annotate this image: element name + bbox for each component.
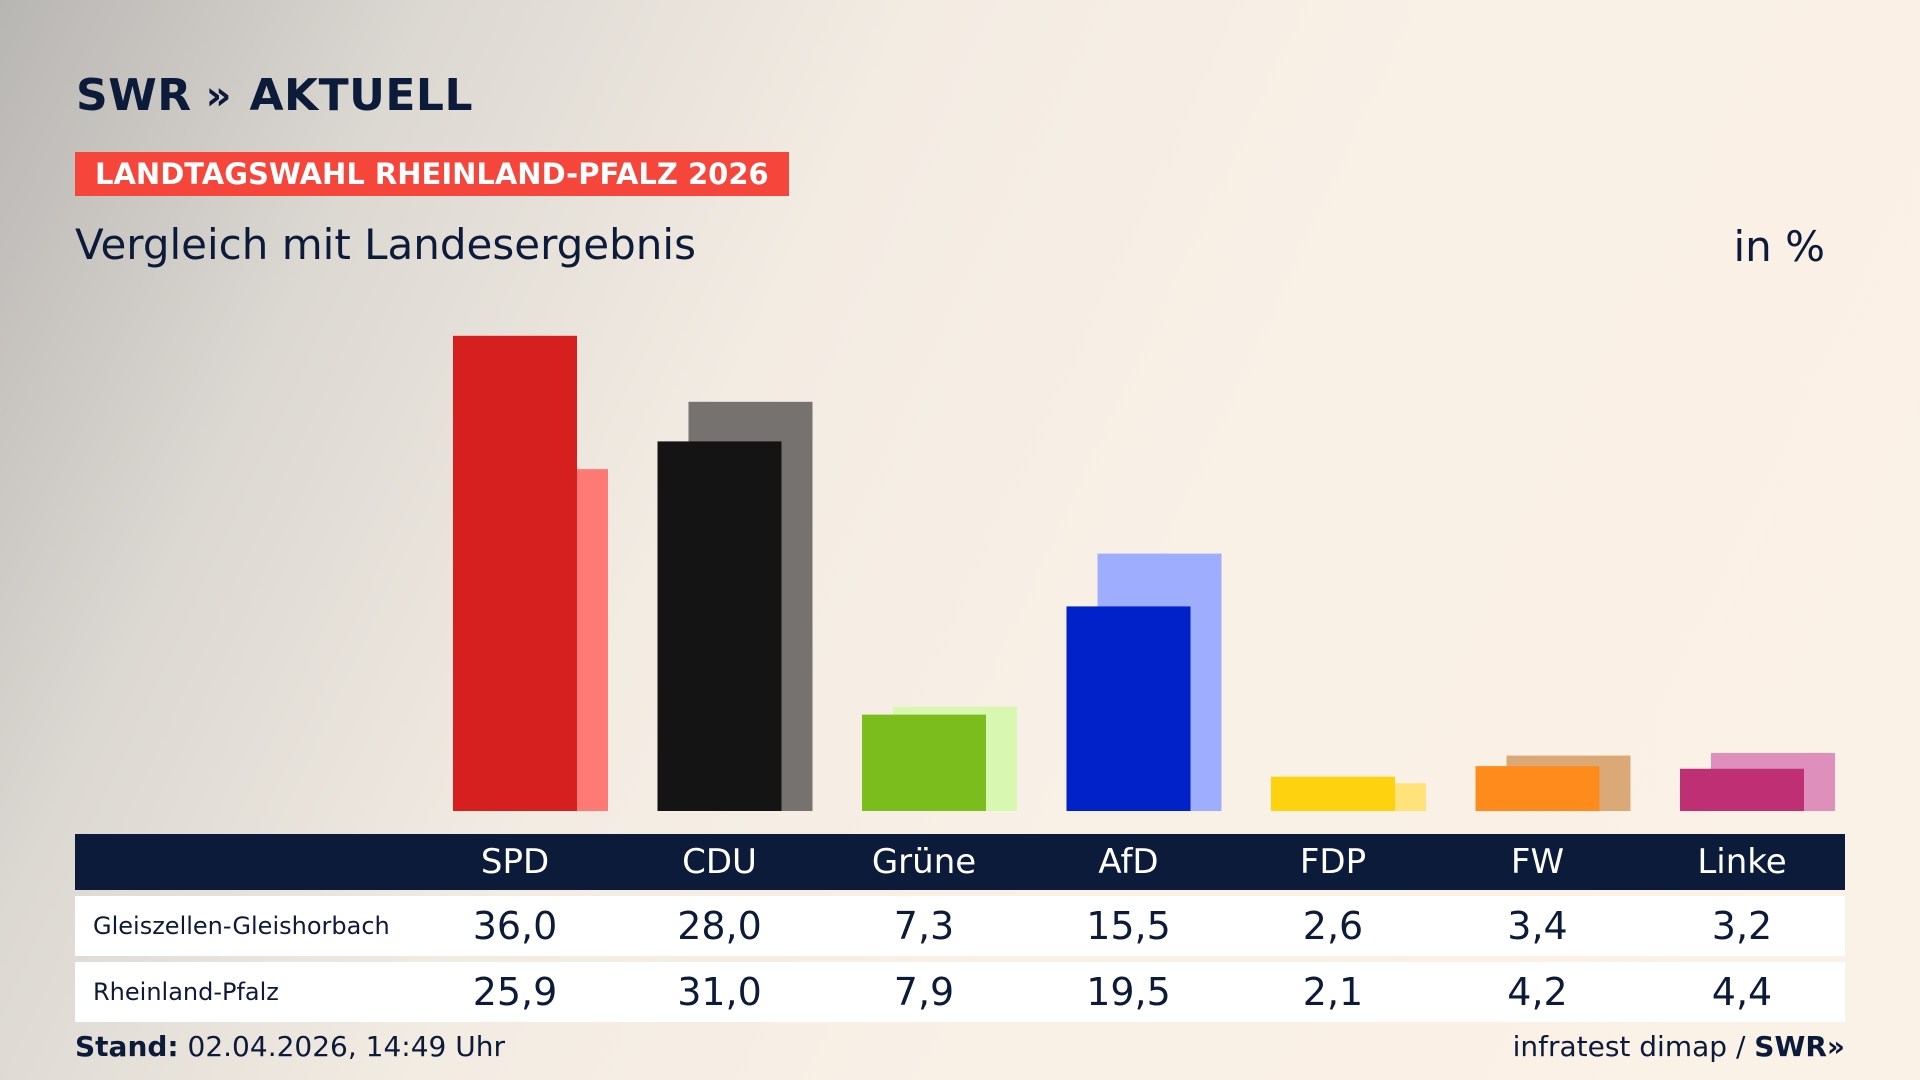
value-local-linke: 3,2	[1711, 904, 1773, 948]
value-local-cdu: 28,0	[677, 904, 762, 948]
source-brand-logo: SWR»	[1754, 1030, 1845, 1063]
value-state-grüne: 7,9	[893, 970, 955, 1014]
value-state-afd: 19,5	[1086, 970, 1171, 1014]
stand-label: Stand:	[75, 1030, 179, 1063]
bar-chart	[453, 335, 1835, 811]
election-tag: LANDTAGSWAHL RHEINLAND-PFALZ 2026	[75, 152, 789, 196]
bar-local-cdu	[657, 441, 782, 811]
value-local-afd: 15,5	[1086, 904, 1171, 948]
table-row: Rheinland-Pfalz 25,9 31,0 7,9 19,5 2,1 4,2 4,4	[75, 962, 1845, 1022]
party-header-fdp: FDP	[1299, 842, 1367, 882]
source-credit: infratest dimap / SWR»	[1513, 1030, 1845, 1063]
value-state-spd: 25,9	[472, 970, 558, 1014]
bar-local-spd	[453, 335, 577, 811]
results-table: SPD CDU Grüne AfD FDP FW Linke Gleiszellen-Gle…	[75, 834, 1845, 1022]
value-state-fw: 4,2	[1507, 970, 1568, 1014]
value-local-grüne: 7,3	[893, 904, 955, 948]
value-local-fdp: 2,6	[1302, 904, 1364, 948]
value-local-fw: 3,4	[1507, 904, 1568, 948]
swr-aktuell-logo: SWR» AKTUELL	[76, 70, 473, 121]
party-header-spd: SPD	[480, 842, 550, 882]
bar-local-linke	[1680, 768, 1804, 811]
timestamp: Stand: 02.04.2026, 14:49 Uhr	[75, 1030, 505, 1063]
party-header-linke: Linke	[1697, 842, 1787, 882]
bar-local-afd	[1066, 606, 1191, 811]
table-header: SPD CDU Grüne AfD FDP FW Linke	[75, 834, 1845, 890]
value-state-linke: 4,4	[1711, 970, 1773, 1014]
source-text: infratest dimap /	[1512, 1030, 1746, 1063]
bar-local-fw	[1475, 766, 1600, 811]
table-row: Gleiszellen-Gleishorbach 36,0 28,0 7,3 15,5…	[75, 896, 1845, 956]
row-label-state: Rheinland-Pfalz	[93, 978, 279, 1006]
bar-local-fdp	[1271, 776, 1395, 811]
chart-subtitle: Vergleich mit Landesergebnis	[75, 220, 696, 269]
value-state-fdp: 2,1	[1302, 970, 1364, 1014]
value-state-cdu: 31,0	[677, 970, 762, 1014]
stand-value: 02.04.2026, 14:49 Uhr	[187, 1030, 505, 1063]
logo-brand: SWR	[76, 70, 192, 121]
party-header-cdu: CDU	[682, 842, 757, 882]
logo-product: AKTUELL	[249, 70, 473, 121]
party-header-grüne: Grüne	[871, 842, 977, 882]
row-label-local: Gleiszellen-Gleishorbach	[93, 912, 390, 940]
party-header-fw: FW	[1510, 842, 1565, 882]
unit-label: in %	[1733, 222, 1825, 271]
bar-local-grüne	[862, 714, 986, 811]
value-local-spd: 36,0	[472, 904, 558, 948]
party-header-afd: AfD	[1098, 842, 1159, 882]
